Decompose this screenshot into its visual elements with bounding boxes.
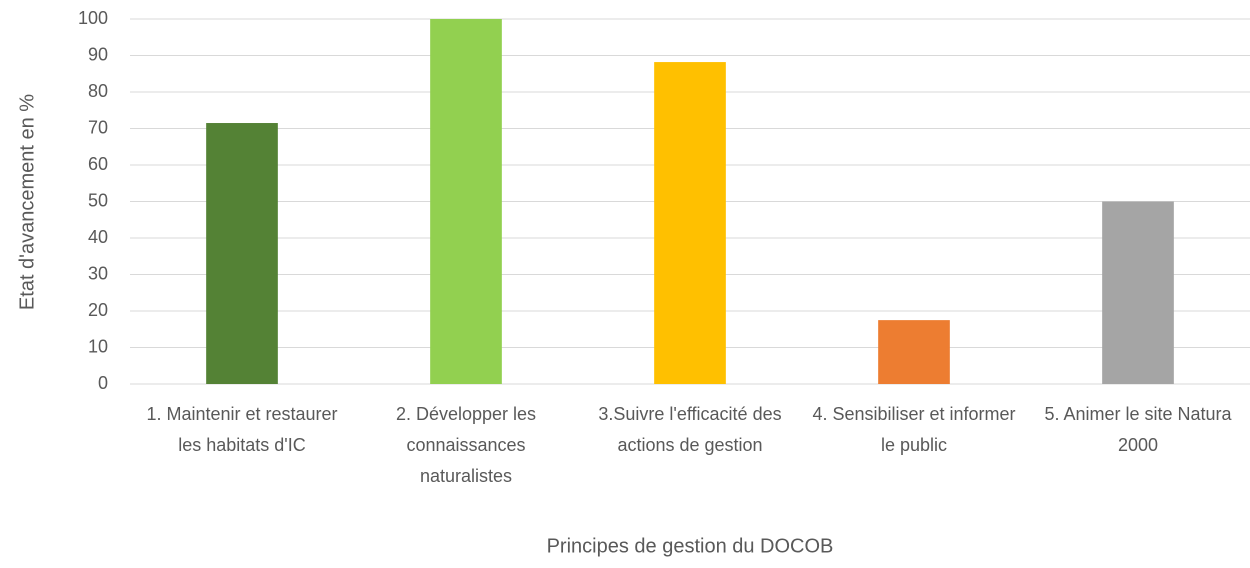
y-tick-label: 20 xyxy=(88,300,108,320)
y-tick-label: 60 xyxy=(88,154,108,174)
bar xyxy=(430,19,502,384)
x-tick-label: 2. Développer les connaissances naturalist… xyxy=(396,404,536,486)
y-tick-label: 90 xyxy=(88,44,108,64)
x-axis-title: Principes de gestion du DOCOB xyxy=(547,535,834,557)
y-tick-label: 30 xyxy=(88,263,108,283)
bar xyxy=(654,62,726,384)
y-tick-label: 0 xyxy=(98,373,108,393)
x-tick-label: 3.Suivre l'efficacité des actions de gest… xyxy=(598,404,781,455)
y-tick-label: 40 xyxy=(88,227,108,247)
bar xyxy=(1102,201,1174,384)
y-tick-label: 100 xyxy=(78,8,108,28)
bar xyxy=(878,320,950,384)
x-tick-label: 4. Sensibiliser et informer le public xyxy=(812,404,1015,455)
y-tick-label: 10 xyxy=(88,336,108,356)
bar xyxy=(206,123,278,385)
y-tick-label: 70 xyxy=(88,117,108,137)
x-tick-label: 5. Animer le site Natura 2000 xyxy=(1044,404,1232,455)
y-axis-title: Etat d'avancement en % xyxy=(16,94,38,310)
y-tick-label: 80 xyxy=(88,81,108,101)
y-tick-label: 50 xyxy=(88,190,108,210)
x-tick-label: 1. Maintenir et restaurer les habitats d'… xyxy=(146,404,337,455)
